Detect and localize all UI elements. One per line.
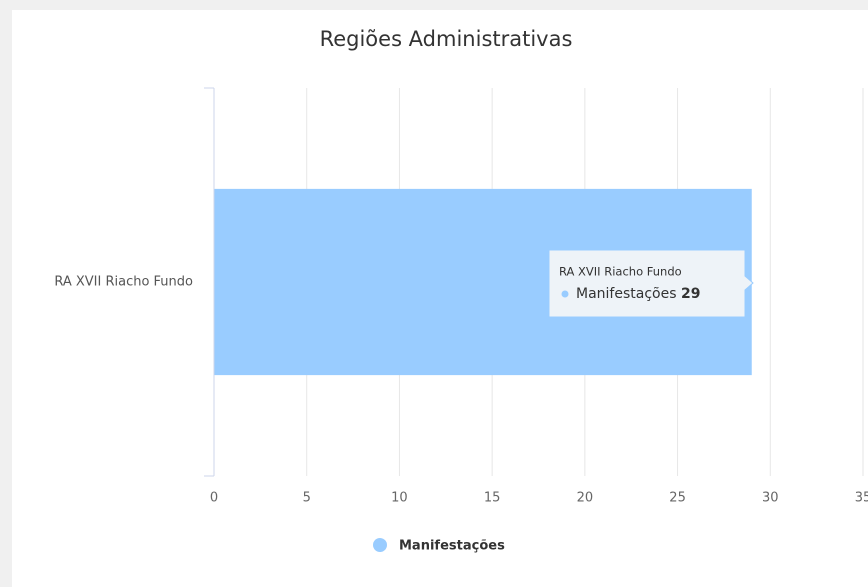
- tooltip: RA XVII Riacho Fundo Manifestações 29: [548, 249, 754, 318]
- legend[interactable]: Manifestações: [373, 538, 505, 554]
- x-tick-label: 30: [762, 491, 779, 506]
- x-tick-label: 10: [391, 491, 408, 506]
- x-tick-label: 5: [303, 491, 311, 506]
- labels: 0 5 10 15 20 25 30 35 RA XVII Riacho Fundo: [54, 275, 868, 506]
- tooltip-value: 29: [681, 286, 700, 302]
- x-tick-label: 20: [577, 491, 594, 506]
- tooltip-box: [548, 249, 754, 318]
- tooltip-line: Manifestações 29: [576, 286, 700, 302]
- x-tick-label: 35: [855, 491, 868, 506]
- x-tick-label: 15: [484, 491, 501, 506]
- tooltip-series: Manifestações: [576, 286, 677, 302]
- x-tick-label: 0: [210, 491, 218, 506]
- y-tick-label: RA XVII Riacho Fundo: [54, 275, 193, 290]
- tooltip-symbol: [561, 290, 569, 298]
- chart-title: Regiões Administrativas: [320, 27, 573, 51]
- x-tick-label: 25: [669, 491, 686, 506]
- legend-label[interactable]: Manifestações: [399, 539, 505, 554]
- legend-symbol: [373, 538, 387, 552]
- tooltip-category: RA XVII Riacho Fundo: [559, 265, 682, 279]
